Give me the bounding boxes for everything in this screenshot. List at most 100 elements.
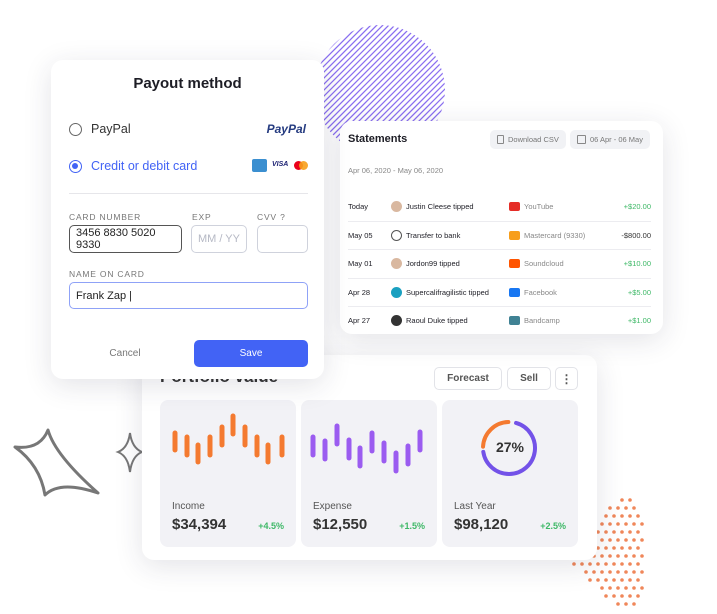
dot [640, 554, 644, 558]
help-icon[interactable]: ? [280, 212, 286, 222]
statement-row[interactable]: Apr 28 Supercalifragilistic tipped Faceb… [348, 277, 651, 306]
dot [600, 570, 604, 574]
facebook-icon [509, 287, 520, 297]
statements-title: Statements [348, 133, 408, 145]
dot [628, 530, 632, 534]
payout-method-dialog: Payout method PayPal PayPal Credit or de… [51, 60, 324, 379]
avatar [391, 258, 402, 269]
statements-panel: Statements Download CSV 06 Apr - 06 May … [340, 121, 663, 334]
ring-segment [481, 420, 511, 449]
dot [620, 546, 624, 550]
statement-row[interactable]: May 01 Jordon99 tipped Soundcloud +$10.0… [348, 249, 651, 277]
dot [596, 546, 600, 550]
row-amount: +$20.00 [623, 201, 651, 211]
dot [600, 554, 604, 558]
dot [584, 570, 588, 574]
dot [624, 522, 628, 526]
expense-label: Expense [313, 501, 352, 512]
paypal-logo: PayPal [266, 122, 306, 136]
divider [69, 193, 308, 194]
card-radio[interactable] [69, 160, 82, 173]
row-amount: -$800.00 [621, 230, 651, 240]
income-sparkline [172, 413, 285, 465]
name-on-card-input[interactable]: Frank Zap | [69, 282, 308, 309]
dot [620, 530, 624, 534]
save-button[interactable]: Save [194, 340, 308, 367]
dot [588, 578, 592, 582]
dot [608, 554, 612, 558]
dot [612, 594, 616, 598]
dot [632, 586, 636, 590]
row-date: Today [348, 201, 369, 211]
dot [628, 578, 632, 582]
cvv-input[interactable] [257, 225, 308, 253]
row-source: Soundcloud [524, 259, 564, 268]
dot [600, 586, 604, 590]
date-range-button[interactable]: 06 Apr - 06 May [570, 130, 650, 149]
dot [604, 578, 608, 582]
statement-row[interactable]: Today Justin Cleese tipped YouTube +$20.… [348, 192, 651, 220]
ring-segment [481, 420, 537, 476]
dot [636, 546, 640, 550]
row-date: Apr 28 [348, 287, 371, 297]
bandcamp-icon [509, 316, 520, 325]
dot [620, 498, 624, 502]
forecast-button[interactable]: Forecast [434, 367, 502, 390]
dot [604, 546, 608, 550]
youtube-icon [509, 201, 520, 211]
dot [628, 562, 632, 566]
progress-ring [481, 420, 537, 476]
income-tile: Income $34,394 +4.5% [160, 400, 296, 547]
date-range-label: 06 Apr - 06 May [590, 135, 643, 144]
row-source: YouTube [524, 201, 554, 211]
dot [608, 522, 612, 526]
income-change: +4.5% [258, 521, 284, 531]
paypal-radio[interactable] [69, 123, 82, 136]
calendar-icon [577, 135, 586, 144]
mastercard-icon [294, 161, 308, 170]
row-amount: +$10.00 [623, 259, 651, 268]
download-csv-button[interactable]: Download CSV [490, 130, 566, 149]
dot [596, 562, 600, 566]
dot [608, 538, 612, 542]
last-year-tile: 27% Last Year $98,120 +2.5% [442, 400, 578, 547]
dot [640, 570, 644, 574]
statement-range: Apr 06, 2020 - May 06, 2020 [348, 166, 444, 175]
paypal-label: PayPal [91, 122, 131, 136]
statement-row[interactable]: May 05 Transfer to bank Mastercard (9330… [348, 220, 651, 249]
cvv-label-text: CVV [257, 212, 277, 222]
row-source: Bandcamp [524, 316, 560, 325]
dot [640, 522, 644, 526]
file-icon [497, 135, 504, 144]
card-number-input[interactable]: 3456 8830 5020 9330 [69, 225, 182, 253]
dot [616, 538, 620, 542]
more-options-icon[interactable]: ⋮ [555, 367, 578, 390]
dot [612, 546, 616, 550]
income-label: Income [172, 501, 205, 512]
dot [640, 538, 644, 542]
sell-button[interactable]: Sell [507, 367, 551, 390]
exp-input[interactable]: MM / YY [191, 225, 247, 253]
dot [604, 530, 608, 534]
dot [616, 506, 620, 510]
row-source: Facebook [524, 287, 557, 297]
expense-value: $12,550 [313, 516, 368, 533]
name-on-card-label: NAME ON CARD [69, 269, 145, 279]
statement-row[interactable]: Apr 27 Raoul Duke tipped Bandcamp +$1.00 [348, 306, 651, 334]
avatar [391, 315, 402, 326]
cancel-button[interactable]: Cancel [109, 348, 141, 359]
last-year-label: Last Year [454, 501, 496, 512]
dot [616, 586, 620, 590]
card-label: Credit or debit card [91, 159, 198, 173]
expense-sparkline [310, 423, 423, 474]
sparkle-icon [13, 428, 100, 497]
dot [620, 562, 624, 566]
dot [632, 506, 636, 510]
dot [624, 602, 628, 606]
dot [620, 514, 624, 518]
dot [604, 594, 608, 598]
dot [624, 554, 628, 558]
dot [588, 562, 592, 566]
row-amount: +$1.00 [627, 316, 651, 325]
dot [620, 594, 624, 598]
